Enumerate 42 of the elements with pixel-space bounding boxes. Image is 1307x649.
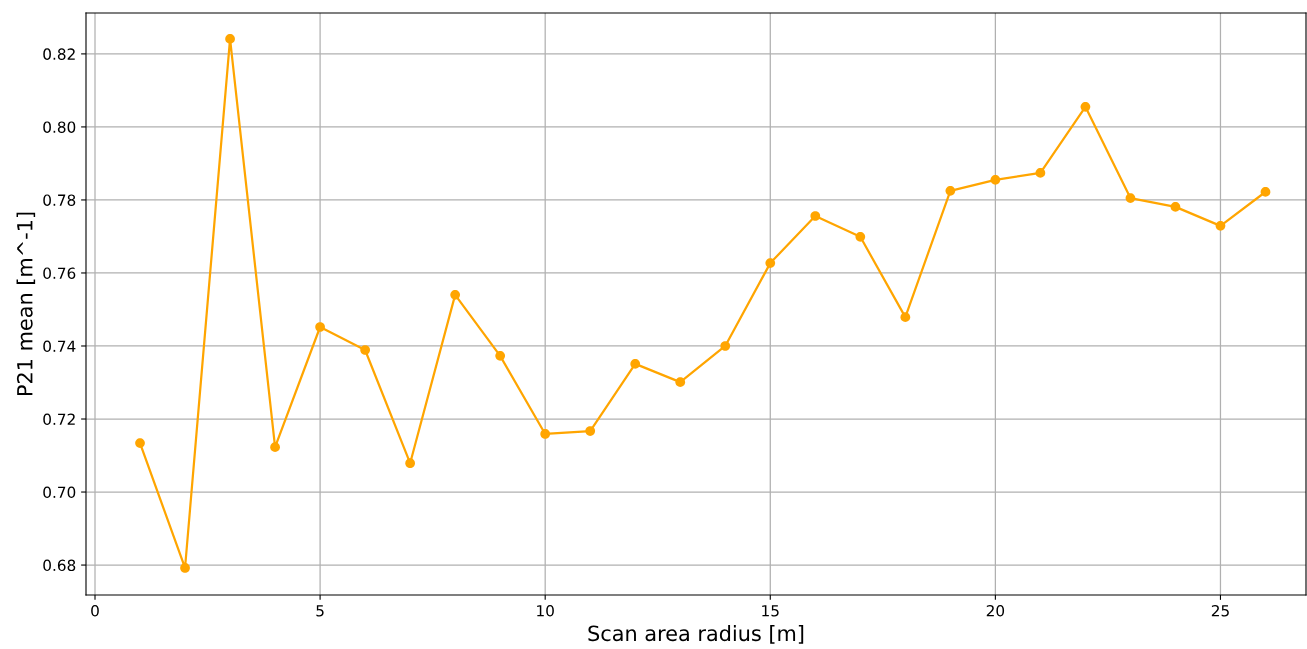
point (270, 442, 280, 452)
point (135, 438, 145, 448)
y-tick-label: 0.78 (43, 194, 76, 206)
point (1080, 101, 1091, 112)
y-tick-label: 0.74 (43, 340, 76, 353)
point (315, 322, 325, 332)
y-tick-label: 0.68 (43, 559, 76, 572)
x-tick-label: 15 (762, 605, 779, 617)
point (855, 231, 866, 242)
point (675, 377, 686, 387)
point (810, 211, 821, 221)
point (180, 563, 190, 573)
point (405, 458, 415, 469)
x-tick-label: 0 (91, 604, 99, 617)
point (1260, 187, 1271, 197)
x-tick-label: 10 (537, 604, 554, 617)
y-tick-label: 0.76 (43, 267, 76, 279)
point (1170, 202, 1181, 212)
point (765, 258, 776, 268)
x-axis-title: Scan area radius [m] (588, 625, 804, 644)
point (495, 350, 506, 361)
y-tick-label: 0.80 (43, 121, 76, 133)
point (945, 185, 956, 196)
point (900, 312, 911, 323)
point (1215, 221, 1226, 231)
x-tick-label: 25 (1211, 604, 1229, 617)
point (720, 341, 731, 351)
point (1035, 168, 1046, 178)
y-tick-label: 0.72 (43, 413, 75, 426)
point (990, 175, 1001, 185)
point (450, 290, 461, 300)
point (585, 426, 596, 436)
point (1125, 193, 1136, 203)
point (360, 345, 370, 355)
y-axis-title: P21 mean [m^-1] (16, 212, 36, 396)
y-tick-label: 0.70 (43, 486, 76, 499)
y-tick-label: 0.82 (43, 48, 75, 60)
point (630, 359, 641, 369)
point (540, 429, 551, 439)
x-tick-label: 5 (316, 605, 324, 617)
point (225, 34, 235, 44)
x-tick-label: 20 (986, 604, 1005, 617)
